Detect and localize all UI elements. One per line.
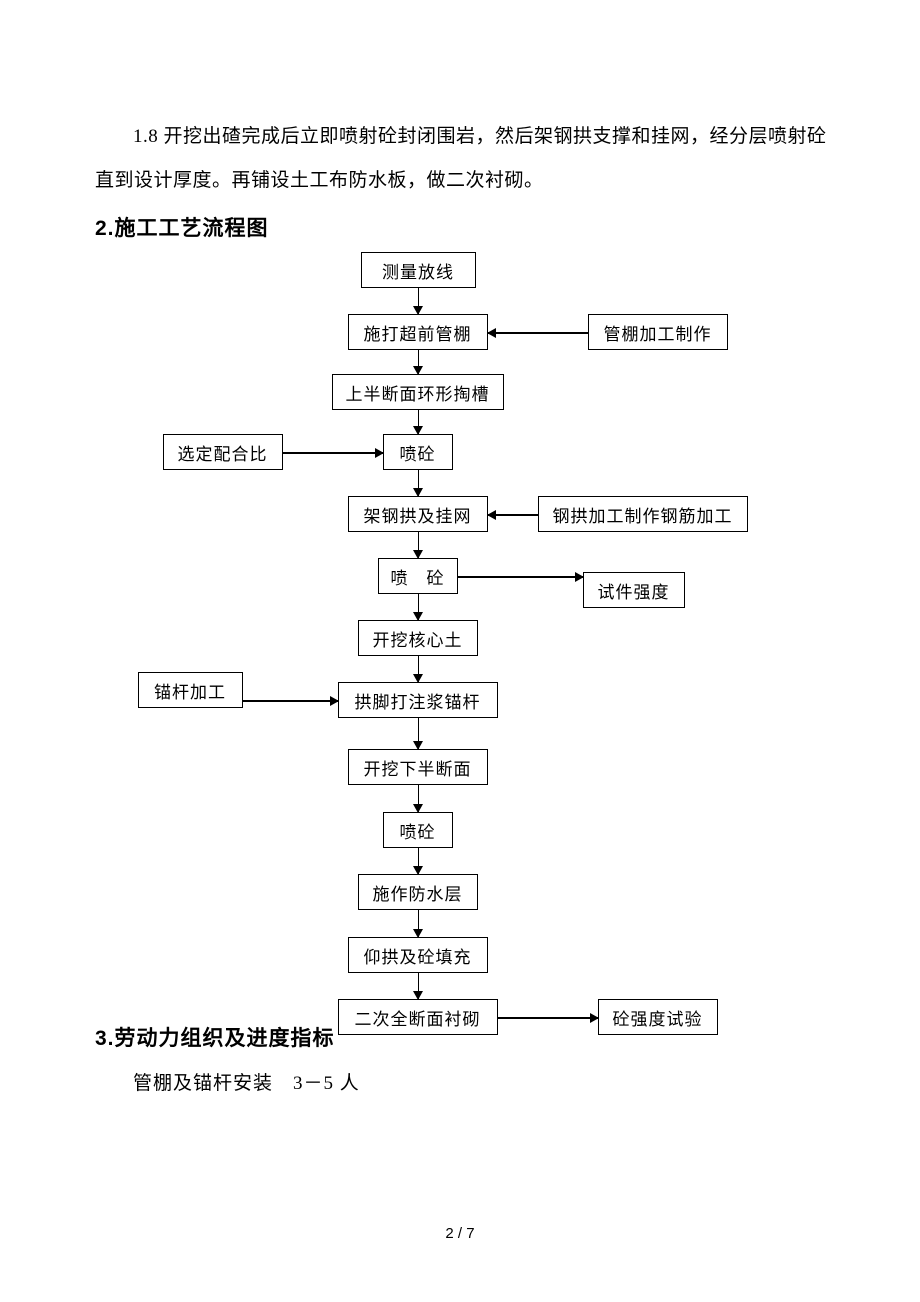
- labor-list-item: 管棚及锚杆安装 3－5 人: [95, 1062, 830, 1106]
- flowchart-arrow-down: [418, 594, 420, 620]
- flowchart-node: 试件强度: [583, 572, 685, 608]
- flowchart-node: 锚杆加工: [138, 672, 243, 708]
- flowchart-arrow-down: [418, 656, 420, 682]
- flowchart-arrow-down: [418, 785, 420, 812]
- flowchart-arrow-down: [418, 410, 420, 434]
- flowchart-node: 喷砼: [383, 434, 453, 470]
- flowchart-node: 施打超前管棚: [348, 314, 488, 350]
- flowchart-node: 钢拱加工制作钢筋加工: [538, 496, 748, 532]
- flowchart-arrow-right: [498, 1017, 598, 1019]
- flowchart-arrow-right: [283, 452, 383, 454]
- page-number: 2 / 7: [0, 1225, 920, 1242]
- flowchart-node: 喷砼: [383, 812, 453, 848]
- flowchart-node: 测量放线: [361, 252, 476, 288]
- flowchart-arrow-down: [418, 288, 420, 314]
- flowchart-node: 施作防水层: [358, 874, 478, 910]
- flowchart-diagram: 测量放线施打超前管棚 管棚加工制作上半断面环形掏槽喷砼 选定配合比架钢拱及挂网 钢拱加…: [113, 252, 813, 1007]
- flowchart-arrow-right: [458, 576, 583, 578]
- flowchart-arrow-left: [488, 514, 538, 516]
- flowchart-node: 开挖下半断面: [348, 749, 488, 785]
- flowchart-node: 架钢拱及挂网: [348, 496, 488, 532]
- flowchart-arrow-down: [418, 910, 420, 937]
- flowchart-arrow-down: [418, 532, 420, 558]
- flowchart-arrow-down: [418, 350, 420, 374]
- flowchart-arrow-down: [418, 718, 420, 749]
- flowchart-arrow-right: [243, 700, 338, 702]
- flowchart-node: 管棚加工制作: [588, 314, 728, 350]
- flowchart-node: 砼强度试验: [598, 999, 718, 1035]
- flowchart-arrow-down: [418, 470, 420, 496]
- flowchart-node: 二次全断面衬砌: [338, 999, 498, 1035]
- flowchart-node: 仰拱及砼填充: [348, 937, 488, 973]
- heading-section-2: 2.施工工艺流程图: [95, 212, 830, 242]
- body-paragraph: 1.8 开挖出碴完成后立即喷射砼封闭围岩，然后架钢拱支撑和挂网，经分层喷射砼直到…: [95, 115, 830, 202]
- flowchart-node: 开挖核心土: [358, 620, 478, 656]
- flowchart-arrow-down: [418, 848, 420, 874]
- flowchart-arrow-down: [418, 973, 420, 999]
- flowchart-node: 上半断面环形掏槽: [332, 374, 504, 410]
- flowchart-node: 拱脚打注浆锚杆: [338, 682, 498, 718]
- flowchart-arrow-left: [488, 332, 588, 334]
- flowchart-node: 喷 砼: [378, 558, 458, 594]
- flowchart-node: 选定配合比: [163, 434, 283, 470]
